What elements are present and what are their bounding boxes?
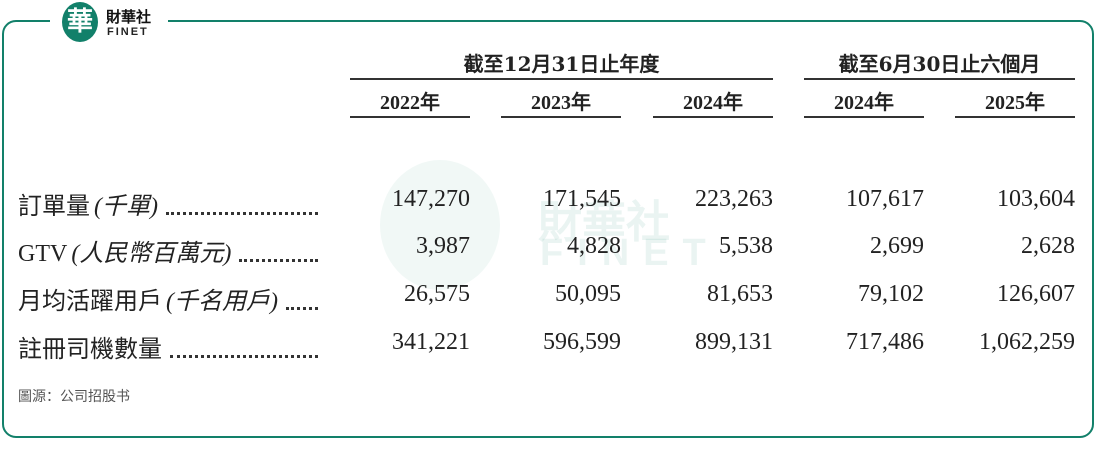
watermark: FINET (540, 232, 720, 274)
cell-value: 717,486 (846, 329, 924, 355)
label-unit: (人民幣百萬元) (71, 241, 232, 267)
cell-value: 107,617 (846, 186, 924, 212)
row-label: 訂單量 (千單) (18, 186, 318, 221)
leader-dots (285, 307, 318, 310)
logo-name: 財華社 (106, 8, 152, 26)
year-header: 2023年 (501, 86, 621, 118)
logo-mark: 華 (62, 2, 98, 42)
cell-value: 4,828 (567, 233, 621, 259)
row-label: 註冊司機數量 (18, 329, 318, 364)
leader-dots (239, 259, 318, 262)
label-unit: (千單) (94, 194, 158, 220)
watermark: 財華社 (538, 197, 670, 248)
cell-value: 26,575 (404, 281, 470, 307)
logo: 華 財華社 FINET (50, 0, 168, 44)
year-header: 2024年 (653, 86, 773, 118)
cell-value: 147,270 (392, 186, 470, 212)
cell-value: 341,221 (392, 329, 470, 355)
cell-value: 5,538 (719, 233, 773, 259)
cell-value: 126,607 (997, 281, 1075, 307)
label-unit: (千名用戶) (166, 289, 278, 315)
label-text: 註冊司機數量 (18, 337, 162, 363)
leader-dots (170, 355, 318, 358)
cell-value: 899,131 (695, 329, 773, 355)
year-header: 2022年 (350, 86, 470, 118)
cell-value: 3,987 (416, 233, 470, 259)
frame (2, 20, 1094, 438)
label-text: GTV (18, 241, 68, 267)
cell-value: 171,545 (543, 186, 621, 212)
cell-value: 2,628 (1021, 233, 1075, 259)
year-header: 2025年 (955, 86, 1075, 118)
year-header: 2024年 (804, 86, 924, 118)
label-text: 訂單量 (18, 194, 90, 220)
row-label: 月均活躍用戶 (千名用戶) (18, 281, 318, 316)
cell-value: 103,604 (997, 186, 1075, 212)
cell-value: 81,653 (707, 281, 773, 307)
label-text: 月均活躍用戶 (18, 289, 162, 315)
cell-value: 1,062,259 (979, 329, 1075, 355)
watermark-circle (380, 160, 500, 290)
cell-value: 596,599 (543, 329, 621, 355)
leader-dots (165, 212, 318, 215)
cell-value: 50,095 (555, 281, 621, 307)
cell-value: 2,699 (870, 233, 924, 259)
cell-value: 223,263 (695, 186, 773, 212)
group-header: 截至12月31日止年度 (350, 48, 773, 80)
group-header: 截至6月30日止六個月 (804, 48, 1075, 80)
cell-value: 79,102 (858, 281, 924, 307)
source: 圖源：公司招股书 (18, 389, 130, 405)
row-label: GTV (人民幣百萬元) (18, 233, 318, 268)
logo-latin: FINET (107, 26, 149, 38)
